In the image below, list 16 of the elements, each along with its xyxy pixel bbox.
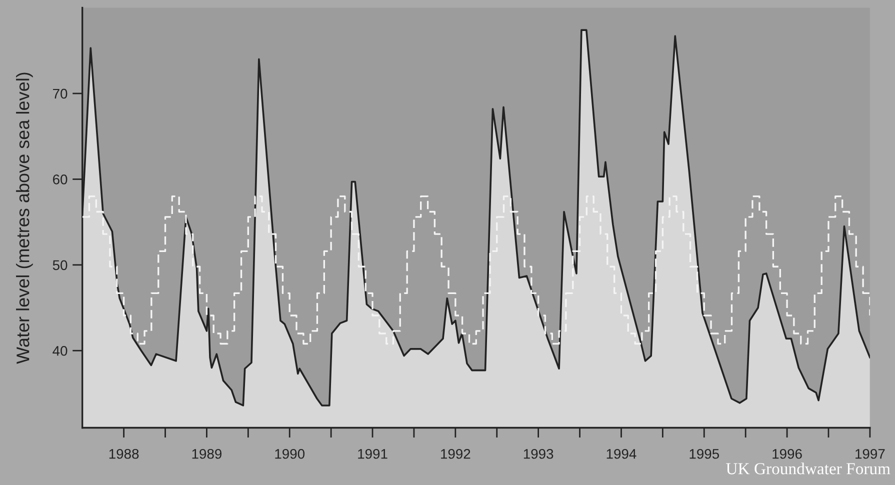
x-tick-label: 1995 <box>690 448 719 459</box>
x-tick-label: 1988 <box>109 448 139 459</box>
x-tick-label: 1996 <box>772 448 802 459</box>
y-tick-label: 50 <box>52 260 68 270</box>
y-tick-label: 60 <box>53 174 68 184</box>
x-tick-label: 1993 <box>524 448 554 459</box>
y-tick-label: 40 <box>52 346 68 356</box>
x-tick-label: 1994 <box>606 448 636 459</box>
y-axis-title: Water level (metres above sea level) <box>16 72 33 364</box>
x-tick-label: 1991 <box>358 448 388 459</box>
x-tick-label: 1990 <box>275 448 305 459</box>
x-tick-label: 1997 <box>856 448 885 459</box>
text: UK Groundwater Forum <box>726 462 890 474</box>
x-tick-label: 1992 <box>441 448 470 459</box>
x-tick-label: 1989 <box>192 448 222 459</box>
y-tick-label: 70 <box>53 88 68 99</box>
